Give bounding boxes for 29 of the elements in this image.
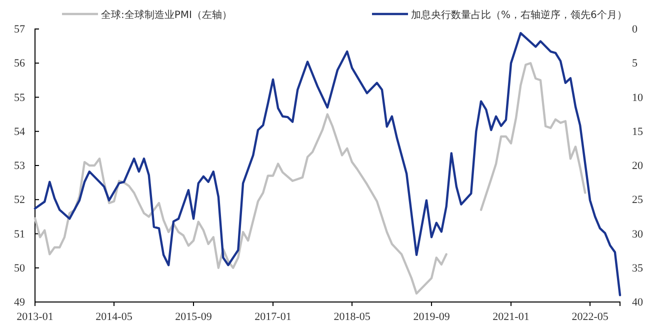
x-tick-label: 2018-05	[334, 311, 371, 323]
y2-tick-label: 5	[632, 58, 638, 70]
y-tick-label: 53	[14, 160, 26, 172]
legend-label: 加息央行数量占比（%，右轴逆序，领先6个月）	[411, 9, 627, 21]
y2-tick-label: 15	[632, 126, 644, 138]
y-tick-label: 54	[14, 126, 26, 138]
y2-tick-label: 40	[632, 296, 644, 309]
y-tick-label: 51	[14, 228, 25, 240]
y-tick-label: 56	[14, 58, 26, 70]
line-series	[34, 32, 622, 296]
x-tick-label: 2013-01	[16, 311, 54, 323]
y2-tick-label: 30	[632, 228, 644, 240]
x-tick-label: 2014-05	[96, 311, 133, 323]
y-tick-label: 50	[14, 262, 26, 274]
y-tick-label: 57	[14, 24, 26, 36]
x-tick-label: 2019-09	[413, 311, 450, 323]
y2-tick-label: 20	[632, 160, 644, 172]
legend-label: 全球:全球制造业PMI（左轴）	[101, 9, 232, 21]
x-tick-label: 2017-01	[254, 311, 292, 323]
x-tick-label: 2021-01	[492, 311, 530, 323]
y-tick-label: 55	[14, 92, 26, 104]
y-tick-label: 49	[14, 296, 26, 309]
y-tick-label: 52	[14, 194, 25, 206]
y2-tick-label: 0	[632, 24, 638, 36]
x-tick-label: 2015-09	[175, 311, 212, 323]
y2-tick-label: 10	[632, 92, 644, 104]
y2-tick-label: 25	[632, 194, 644, 206]
x-tick-label: 2022-05	[572, 311, 609, 323]
y2-tick-label: 35	[632, 262, 644, 274]
